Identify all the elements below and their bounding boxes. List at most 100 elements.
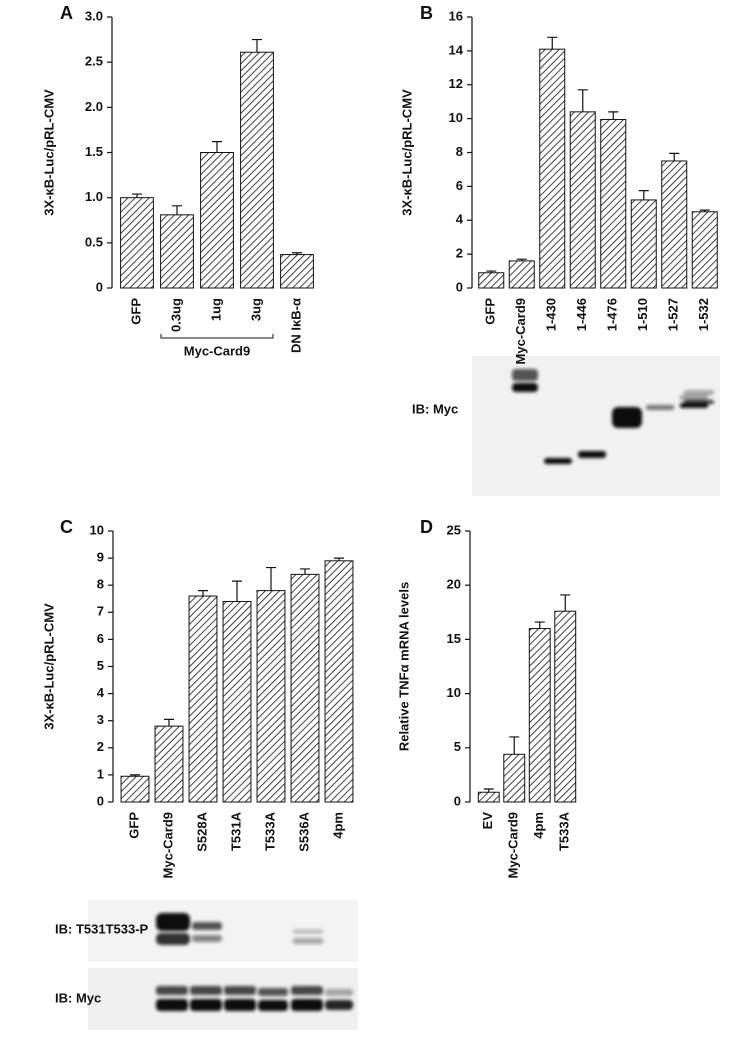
x-tick-label: S528A: [194, 811, 209, 851]
y-axis-label: 3X-κB-Luc/pRL-CMV: [41, 603, 56, 730]
y-tick-label: 10: [90, 522, 104, 537]
bar: [222, 600, 252, 803]
bar: [554, 610, 577, 803]
x-tick-label: GFP: [483, 298, 498, 325]
y-tick-label: 5: [97, 658, 104, 673]
y-tick-label: 12: [449, 76, 463, 91]
bar: [508, 260, 535, 289]
error-bar: [534, 621, 545, 629]
bar: [160, 214, 194, 289]
error-bar: [132, 193, 142, 198]
error-bar: [300, 568, 310, 575]
error-bar: [669, 152, 680, 161]
y-tick-label: 15: [447, 631, 461, 646]
y-tick-label: 5: [454, 739, 461, 754]
bar: [200, 152, 234, 289]
x-tick-label: GFP: [126, 812, 141, 839]
blot-label: IB: Myc: [55, 990, 101, 1005]
bar: [240, 51, 274, 289]
y-tick-label: 8: [456, 144, 463, 159]
bar: [120, 197, 154, 289]
y-tick-label: 7: [97, 604, 104, 619]
error-bar: [486, 270, 497, 273]
bar: [478, 272, 505, 289]
y-tick-label: 4: [97, 685, 105, 700]
x-tick-label: 4pm: [330, 812, 345, 839]
blot-label: IB: T531T533-P: [55, 921, 149, 936]
bar: [691, 211, 718, 289]
x-tick-label: Myc-Card9: [513, 298, 528, 364]
bar: [188, 595, 218, 803]
error-bar: [638, 190, 649, 200]
y-tick-label: 0: [454, 793, 461, 808]
bar: [539, 48, 566, 289]
x-tick-label: 3ug: [248, 298, 263, 321]
error-bar: [212, 141, 222, 153]
panel-letter: C: [60, 517, 73, 537]
panel-letter: B: [420, 3, 433, 23]
error-bar: [516, 258, 527, 261]
y-tick-label: 3.0: [85, 8, 103, 23]
y-axis-label: 3X-κB-Luc/pRL-CMV: [41, 89, 56, 216]
x-tick-label: T531A: [228, 811, 243, 851]
x-tick-label: 1-446: [574, 298, 589, 331]
x-tick-label: 1-510: [635, 298, 650, 331]
bar: [569, 111, 596, 289]
x-tick-label: 1-532: [696, 298, 711, 331]
x-tick-label: T533A: [262, 811, 277, 851]
y-tick-label: 2: [97, 739, 104, 754]
group-label: Myc-Card9: [184, 343, 250, 358]
y-tick-label: 10: [447, 685, 461, 700]
error-bar: [547, 36, 558, 50]
y-tick-label: 2.0: [85, 99, 103, 114]
y-axis-label: Relative TNFα mRNA levels: [396, 582, 411, 751]
group-bracket: [160, 334, 274, 339]
blot-c-phospho: [88, 900, 358, 962]
x-tick-label: S536A: [296, 811, 311, 851]
bar: [528, 628, 551, 803]
bar: [503, 753, 526, 803]
error-bar: [483, 788, 494, 793]
x-tick-label: T533A: [557, 811, 572, 851]
error-bar: [266, 566, 276, 591]
x-tick-label: 1-430: [544, 298, 559, 331]
error-bar: [699, 209, 710, 212]
x-tick-label: Myc-Card9: [506, 812, 521, 878]
error-bar: [334, 557, 344, 561]
x-tick-label: GFP: [128, 298, 143, 325]
error-bar: [172, 205, 182, 215]
error-bar: [198, 590, 208, 597]
y-tick-label: 0: [96, 279, 103, 294]
y-tick-label: 3: [97, 712, 104, 727]
x-tick-label: Myc-Card9: [160, 812, 175, 878]
error-bar: [252, 38, 262, 53]
bar: [600, 118, 627, 289]
blot-b: [472, 356, 720, 496]
y-tick-label: 0.5: [85, 234, 103, 249]
y-tick-label: 14: [449, 42, 464, 57]
y-tick-label: 0: [456, 279, 463, 294]
x-tick-label: 4pm: [531, 812, 546, 839]
x-tick-label: 1-476: [605, 298, 620, 331]
blot-c-myc: [88, 968, 358, 1030]
bar: [256, 590, 286, 803]
y-tick-label: 1.0: [85, 189, 103, 204]
y-tick-label: 6: [97, 631, 104, 646]
x-tick-label: 1-527: [666, 298, 681, 331]
blot-label: IB: Myc: [412, 401, 458, 416]
error-bar: [509, 736, 520, 755]
y-tick-label: 2: [456, 246, 463, 261]
bar: [290, 573, 320, 803]
error-bar: [292, 252, 302, 255]
bar: [280, 254, 314, 289]
y-tick-label: 6: [456, 178, 463, 193]
y-tick-label: 0: [97, 793, 104, 808]
error-bar: [232, 580, 242, 602]
panel-letter: D: [420, 517, 433, 537]
x-tick-label: 1ug: [208, 298, 223, 321]
error-bar: [560, 594, 571, 612]
y-tick-label: 1: [97, 766, 104, 781]
y-tick-label: 8: [97, 577, 104, 592]
y-tick-label: 10: [449, 110, 463, 125]
